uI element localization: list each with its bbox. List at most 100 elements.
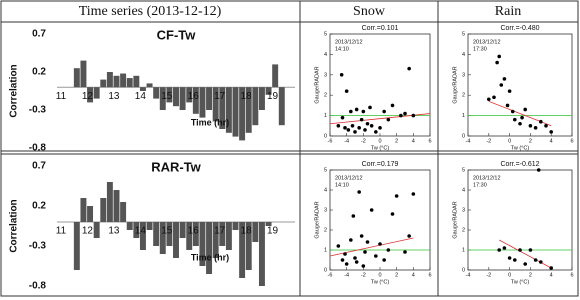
point — [403, 250, 407, 254]
y-axis-label: Gauge/RADAR — [314, 66, 320, 103]
bar — [159, 222, 166, 254]
bar — [93, 222, 100, 238]
x-tick-label: -2 — [486, 272, 491, 278]
x-tick-label: 15 — [161, 91, 173, 102]
point — [359, 234, 364, 238]
bar — [139, 222, 146, 250]
x-tick-label: -4 — [344, 138, 349, 144]
point — [349, 238, 353, 242]
y-axis-label: Gauge/RADAR — [452, 201, 458, 238]
point — [536, 168, 541, 172]
annotation: 2013/12/12 — [335, 175, 363, 181]
bar — [245, 222, 252, 270]
point — [339, 73, 344, 77]
bar — [166, 87, 173, 103]
point — [394, 194, 399, 198]
point — [346, 128, 351, 132]
point — [407, 234, 411, 238]
y-tick-label: 0 — [324, 267, 327, 273]
y-tick-label: -0.3 — [29, 241, 47, 252]
y-axis-label: Gauge/RADAR — [452, 66, 458, 103]
x-tick-label: 2 — [395, 272, 398, 278]
bar — [179, 87, 186, 110]
point — [510, 109, 515, 114]
fit-line — [329, 237, 414, 257]
point — [344, 262, 349, 266]
x-tick-label: 17 — [214, 226, 226, 237]
bar — [153, 222, 160, 246]
point — [336, 244, 341, 248]
point — [353, 130, 357, 134]
y-tick-label: 3 — [462, 72, 465, 78]
bar — [159, 87, 166, 110]
x-tick-label: 11 — [56, 226, 67, 237]
point — [492, 95, 496, 100]
x-tick-label: 18 — [241, 91, 253, 102]
y-axis-label: Correlation — [9, 199, 20, 252]
bar — [199, 87, 206, 118]
point — [386, 248, 391, 252]
bar — [232, 87, 239, 137]
bar — [239, 222, 246, 278]
y-tick-label: 5 — [324, 167, 327, 173]
bar — [212, 87, 219, 122]
bar — [87, 206, 94, 222]
x-tick-label: -2 — [361, 272, 366, 278]
y-tick-label: 0.7 — [32, 161, 46, 172]
x-tick-label: 14 — [135, 226, 147, 237]
point — [368, 105, 372, 110]
bar — [120, 202, 127, 222]
point — [369, 208, 374, 212]
point — [528, 124, 533, 128]
y-tick-label: 0 — [324, 133, 327, 139]
bar — [206, 222, 213, 274]
x-tick-label: -6 — [328, 272, 333, 278]
bar — [272, 64, 279, 88]
point — [390, 212, 395, 216]
point — [363, 250, 367, 254]
point — [374, 254, 378, 258]
chart-title: CF-Tw — [157, 27, 197, 42]
x-axis-label: Time (hr) — [191, 252, 229, 262]
bar — [73, 222, 80, 270]
x-axis-label: Tw (°C) — [511, 145, 530, 151]
bar — [225, 87, 232, 133]
bar — [245, 87, 252, 133]
point — [495, 60, 499, 65]
bar — [166, 222, 173, 246]
x-tick-label: -2 — [361, 138, 366, 144]
x-tick-label: 16 — [188, 91, 200, 102]
x-tick-label: 18 — [241, 226, 253, 237]
y-tick-label: 4 — [462, 187, 465, 193]
x-tick-label: 4 — [412, 138, 415, 144]
point — [365, 240, 370, 244]
x-tick-label: -2 — [486, 138, 491, 144]
point — [382, 258, 386, 262]
bar — [239, 87, 246, 141]
bar — [186, 222, 193, 250]
x-tick-label: 16 — [188, 226, 200, 237]
bar — [146, 222, 153, 230]
y-tick-label: 0 — [462, 133, 465, 139]
bar — [100, 79, 107, 88]
x-tick-label: 0 — [508, 272, 511, 278]
point — [497, 248, 502, 252]
x-tick-label: 13 — [108, 91, 120, 102]
x-tick-label: 19 — [267, 91, 279, 102]
annotation: 17:30 — [473, 46, 487, 52]
point — [539, 260, 543, 264]
point — [528, 248, 533, 252]
x-axis-label: Tw (°C) — [371, 279, 390, 285]
point — [505, 103, 510, 108]
x-tick-label: 14 — [135, 91, 147, 102]
point — [533, 126, 538, 130]
point — [374, 130, 378, 134]
y-axis-label: Correlation — [9, 64, 20, 117]
point — [382, 109, 386, 114]
y-tick-label: 2 — [324, 227, 327, 233]
point — [357, 190, 361, 194]
bar — [146, 83, 153, 88]
x-axis-label: Time (hr) — [191, 118, 229, 128]
